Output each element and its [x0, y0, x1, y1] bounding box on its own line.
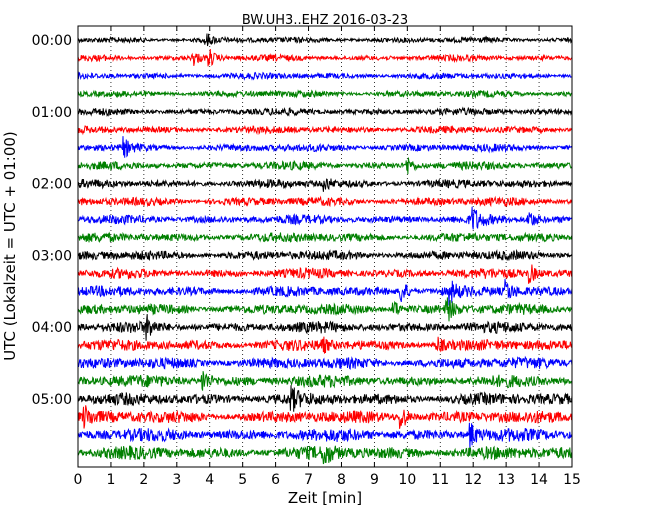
seismic-trace [77, 206, 573, 230]
seismic-trace [77, 136, 573, 158]
y-tick-label: 05:00 [32, 392, 72, 408]
seismic-trace [77, 89, 573, 99]
seismic-trace [77, 264, 573, 284]
x-tick-label: 10 [398, 472, 416, 488]
seismic-trace [77, 106, 573, 117]
x-tick-label: 8 [337, 472, 346, 488]
seismic-trace [77, 297, 573, 322]
y-tick-label: 00:00 [32, 33, 72, 49]
x-tick-label: 5 [238, 472, 247, 488]
seismic-trace [77, 157, 573, 175]
x-tick-label: 13 [497, 472, 515, 488]
x-tick-label: 15 [563, 472, 581, 488]
y-tick-label: 02:00 [32, 177, 72, 193]
seismic-trace [77, 124, 573, 136]
seismic-trace [77, 177, 573, 192]
x-axis-label: Zeit [min] [288, 489, 362, 507]
x-tick-label: 2 [139, 472, 148, 488]
seismic-trace [77, 71, 573, 81]
x-axis: 0 1 2 3 4 5 6 7 8 9 10 11 12 13 14 15 [74, 26, 581, 488]
seismic-trace [77, 279, 573, 306]
seismic-trace [77, 314, 573, 341]
seismic-trace [77, 33, 573, 47]
seismic-trace [77, 445, 573, 465]
x-tick-label: 12 [464, 472, 482, 488]
x-tick-label: 1 [106, 472, 115, 488]
x-tick-label: 6 [271, 472, 280, 488]
seismic-trace [77, 405, 573, 429]
grid-lines [110, 26, 540, 467]
plot-frame [77, 25, 573, 468]
x-tick-label: 0 [74, 472, 83, 488]
seismic-trace [77, 248, 573, 261]
x-tick-label: 9 [370, 472, 379, 488]
x-tick-label: 14 [530, 472, 548, 488]
seismic-trace [77, 355, 573, 370]
y-tick-label: 01:00 [32, 105, 72, 121]
chart-title: BW.UH3..EHZ 2016-03-23 [242, 13, 408, 28]
seismic-trace [77, 371, 573, 391]
seismic-trace [77, 422, 573, 449]
y-axis: 00:00 01:00 02:00 03:00 04:00 05:00 [32, 33, 572, 408]
seismic-trace [77, 336, 573, 354]
x-tick-label: 3 [172, 472, 181, 488]
seismic-trace [77, 385, 573, 412]
y-tick-label: 03:00 [32, 248, 72, 264]
seismic-trace [77, 195, 573, 208]
y-axis-label: UTC (Lokalzeit = UTC + 01:00) [1, 131, 19, 361]
seismic-traces [77, 33, 573, 465]
seismic-trace [77, 48, 573, 67]
seismic-trace [77, 231, 573, 243]
x-tick-label: 7 [304, 472, 313, 488]
y-tick-label: 04:00 [32, 320, 72, 336]
x-tick-label: 4 [205, 472, 214, 488]
x-tick-label: 11 [431, 472, 449, 488]
